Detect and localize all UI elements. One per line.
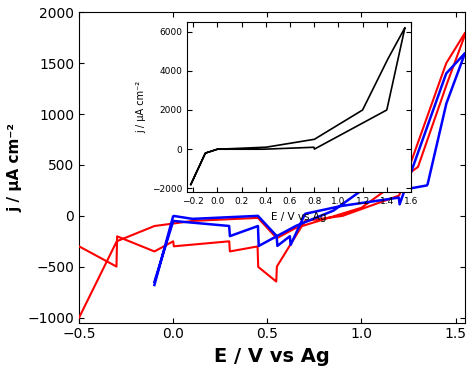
X-axis label: E / V vs Ag: E / V vs Ag — [214, 347, 330, 366]
Y-axis label: j / μA cm⁻²: j / μA cm⁻² — [7, 123, 22, 212]
